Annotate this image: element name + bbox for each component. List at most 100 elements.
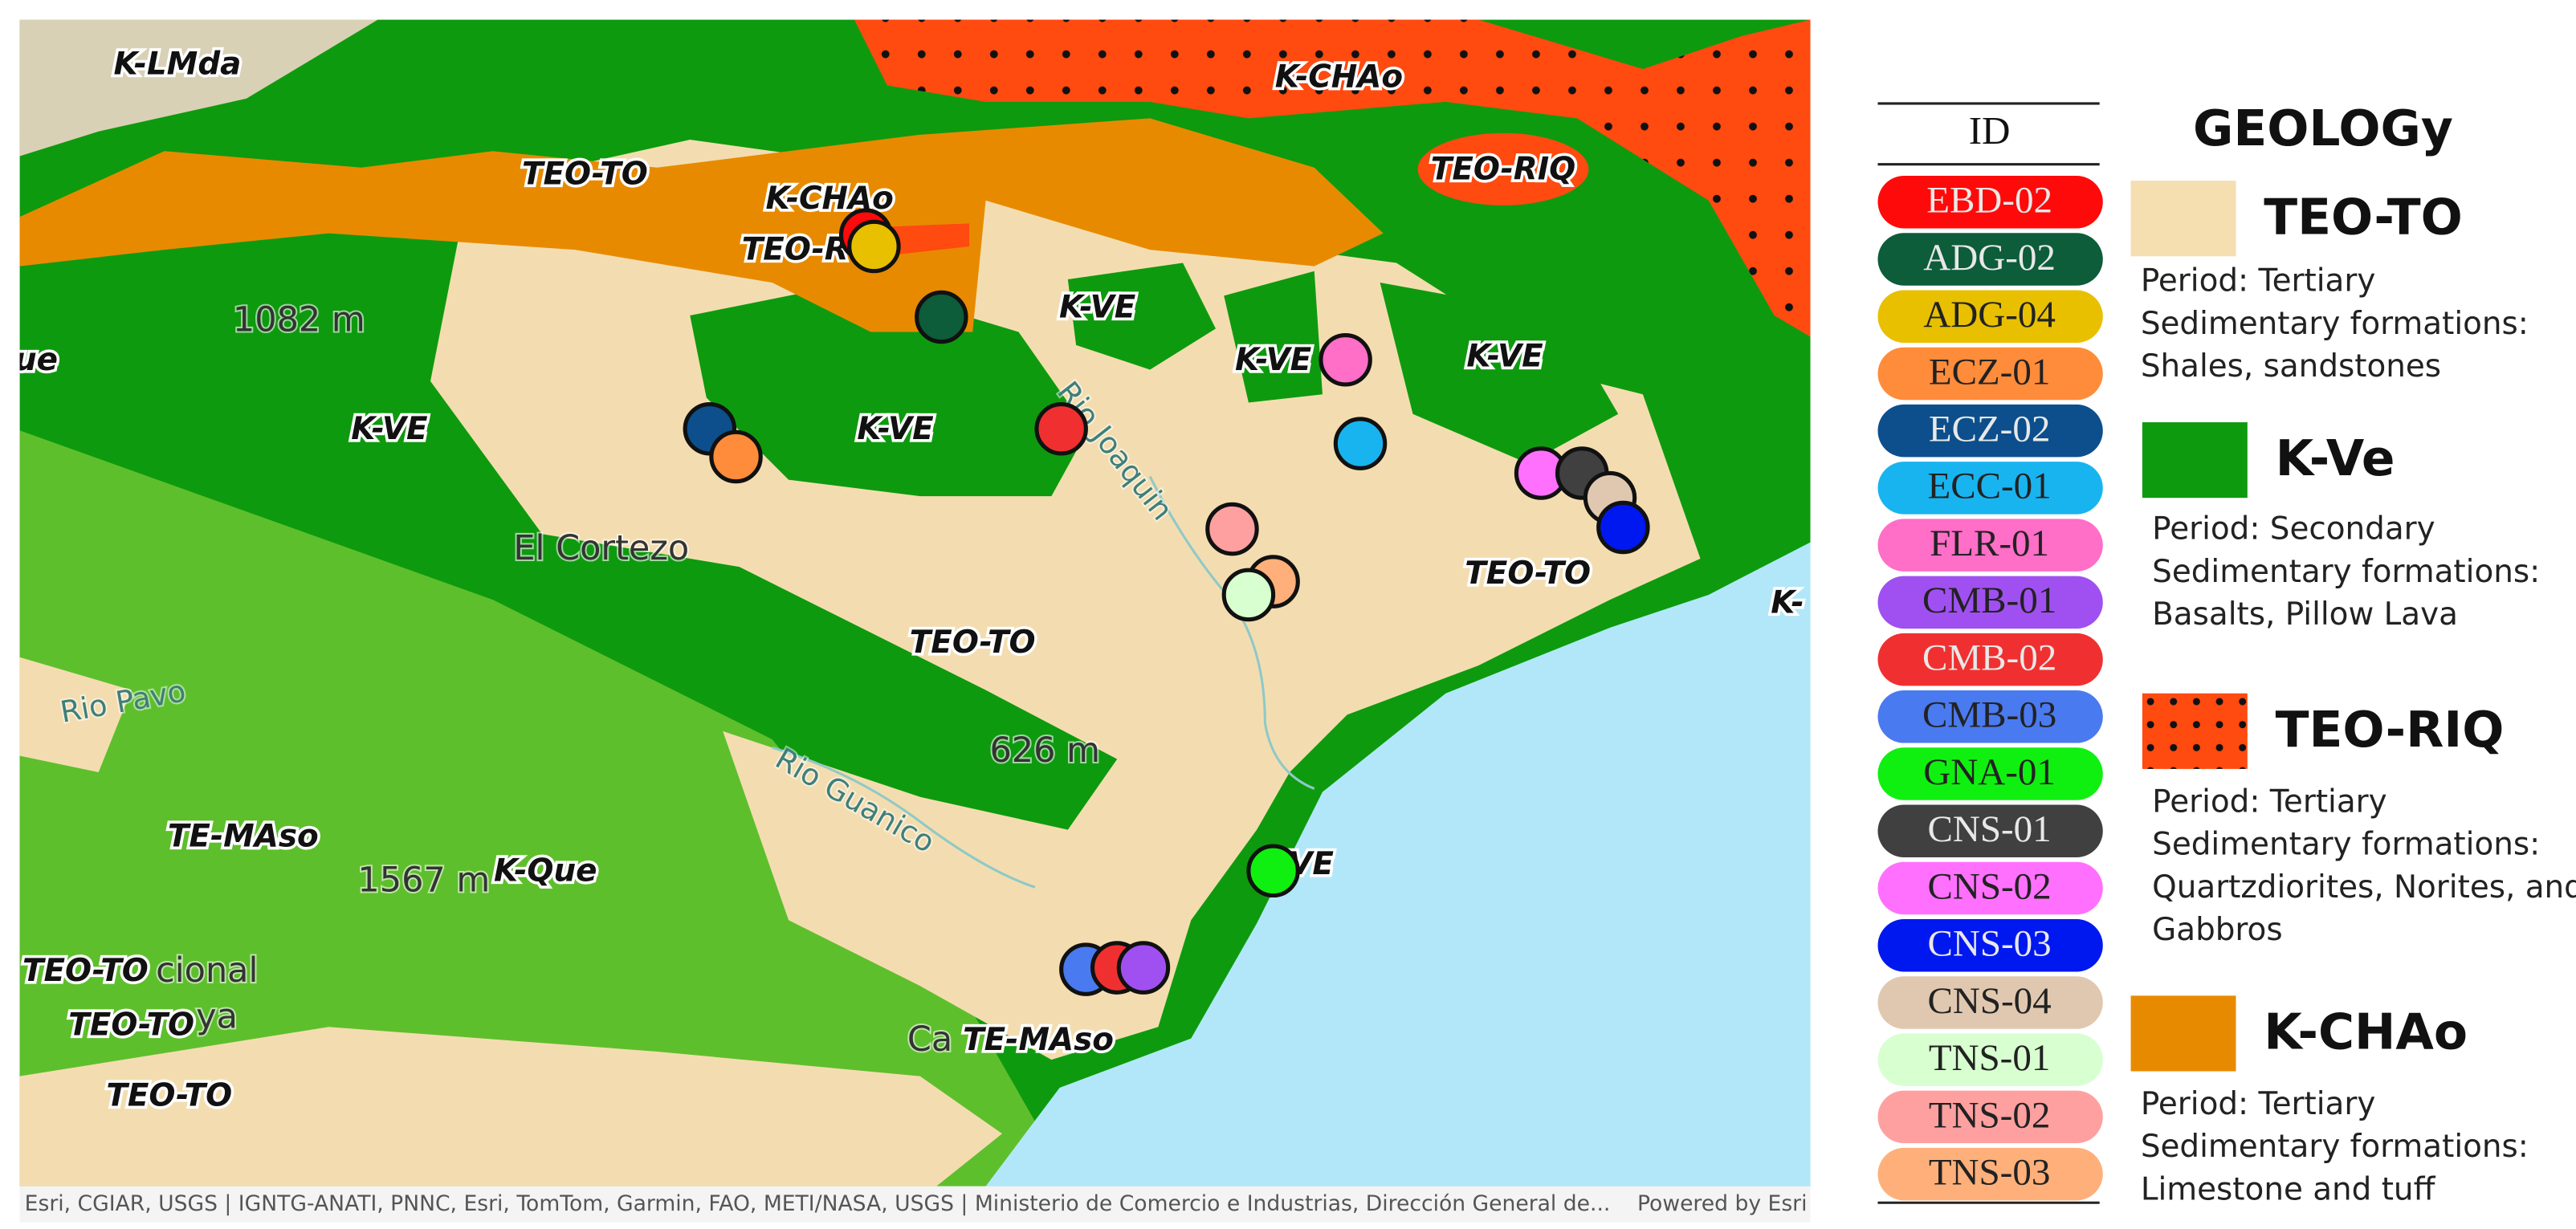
site-marker[interactable] [1246,844,1300,898]
site-marker[interactable] [847,219,901,274]
unit-label: TE-MAso [963,1022,1114,1058]
id-label: CNS-04 [1927,980,2051,1022]
site-marker[interactable] [1596,500,1650,555]
id-label: CMB-01 [1922,580,2056,621]
unit-description: Sedimentary formations: [2152,827,2540,863]
unit-description: Period: Secondary [2152,511,2435,547]
unit-area [19,19,378,157]
place-label: ya [196,997,238,1037]
sea [985,542,1811,1186]
unit-area [887,223,970,255]
unit-area [1417,132,1589,206]
unit-label: K-Que [494,853,597,889]
unit-area [690,283,1088,497]
river [1148,475,1315,790]
id-pill [1877,1090,2103,1144]
site-marker[interactable] [709,429,763,484]
river [772,746,1036,889]
site-marker[interactable] [1319,332,1372,387]
site-marker[interactable] [1034,401,1088,456]
attribution-bar [19,1186,1811,1223]
unit-area [19,657,132,772]
unit-label: K-LMda [113,46,241,82]
site-marker[interactable] [915,290,968,344]
site-marker[interactable] [1116,941,1171,995]
unit-area [19,118,1384,332]
unit-label: TE-MAso [168,818,319,854]
unit-description: Shales, sandstones [2141,348,2441,385]
place-label: 1567 m [357,861,490,901]
id-label: CNS-01 [1927,808,2051,850]
geology-title: GEOLOGy [2193,100,2453,157]
id-label: CMB-03 [1922,694,2056,736]
id-pill [1877,290,2103,343]
unit-area [854,19,1811,337]
unit-label: K-VE [857,411,934,447]
id-pill [1877,747,2103,800]
unit-label: TEO-TO [22,953,149,989]
id-pill [1877,633,2103,686]
map[interactable]: K-LMda K-CHAoTEO-TOK-CHAoTEO-RIQTEO-R1082… [14,19,1811,1186]
unit-description: Limestone and tuff [2141,1171,2436,1207]
id-label: ECZ-02 [1929,409,2051,450]
id-label: ECC-01 [1928,466,2052,507]
site-marker[interactable] [1221,568,1276,622]
id-label: EBD-02 [1926,180,2052,222]
unit-label: TEO-TO [1465,555,1591,592]
unit-label: TEO-R [742,232,849,268]
site-marker[interactable] [1333,417,1388,470]
id-pill [1877,519,2103,572]
unit-description: Sedimentary formations: [2141,1129,2529,1165]
place-label: cional [156,950,258,991]
id-pill [1877,1147,2103,1201]
id-pill [1877,347,2103,401]
unit-name: TEO-TO [2264,189,2463,246]
id-pill [1877,804,2103,858]
unit-area [1067,262,1216,370]
id-label: FLR-01 [1930,523,2049,564]
unit-label: K-VE [1235,342,1312,378]
powered-by[interactable]: Powered by Esri [1637,1191,1808,1216]
id-pill [1877,462,2103,515]
unit-description: Sedimentary formations: [2152,554,2540,590]
id-label: CMB-02 [1922,637,2056,678]
place-label: 626 m [989,730,1100,771]
id-pill [1877,918,2103,972]
id-label: TNS-03 [1929,1151,2051,1193]
unit-label: TEO-TO [68,1007,194,1044]
unit-label: TEO-TO [522,157,648,193]
unit-area [19,1027,1003,1186]
id-label: ECZ-01 [1929,351,2051,393]
unit-name: TEO-RIQ [2276,702,2505,759]
unit-swatch [2142,422,2248,499]
unit-label: K- [1771,585,1804,621]
place-label: El Cortezo [513,528,689,568]
unit-description: Period: Tertiary [2141,1086,2376,1122]
id-label: ADG-04 [1923,294,2056,336]
unit-area [1224,271,1323,403]
id-pill [1877,176,2103,229]
id-label: CNS-03 [1927,923,2051,965]
unit-area [19,430,1052,1186]
place-label: 1082 m [233,300,365,340]
unit-name: K-Ve [2276,430,2395,487]
unit-swatch [2142,693,2248,769]
unit-label: K-VE [351,411,428,447]
unit-label: TEO-TO [910,625,1036,661]
id-label: TNS-02 [1929,1094,2051,1136]
id-pill [1877,576,2103,629]
id-pill [1877,233,2103,286]
legend-header: ID [1969,108,2011,153]
unit-label: K-VE [1059,289,1136,325]
attribution: Esri, CGIAR, USGS | IGNTG-ANATI, PNNC, E… [25,1191,1611,1216]
unit-label: ue [14,342,58,378]
unit-label: K-CHAo [1275,59,1403,96]
unit-name: K-CHAo [2264,1004,2468,1061]
unit-description: Period: Tertiary [2152,783,2387,820]
id-pill [1877,861,2103,915]
site-marker[interactable] [1205,502,1259,556]
unit-area [1380,283,1619,464]
id-label: GNA-01 [1923,751,2056,793]
